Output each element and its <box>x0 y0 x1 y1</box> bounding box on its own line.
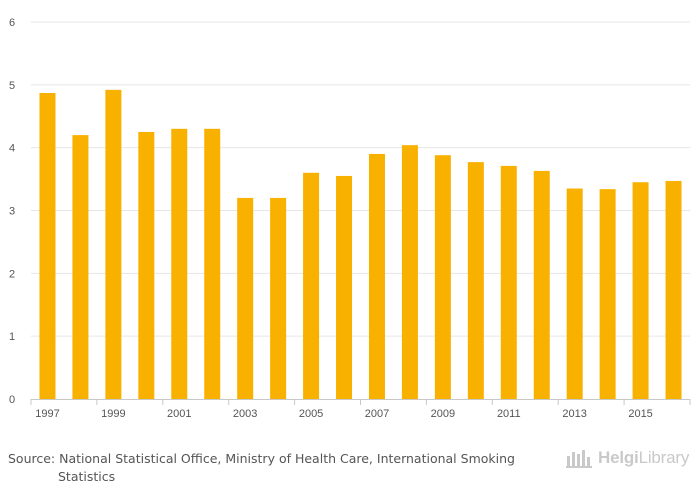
x-tick-label: 1999 <box>101 408 125 420</box>
bars <box>39 89 682 400</box>
x-tick-label: 2011 <box>497 408 521 420</box>
y-tick-label: 2 <box>9 268 15 280</box>
bar-2010 <box>467 162 484 399</box>
bar-2003 <box>237 197 254 399</box>
bar-1999 <box>105 89 122 400</box>
source-line1: National Statistical Office, Ministry of… <box>59 451 515 466</box>
x-tick-label: 2003 <box>233 408 257 420</box>
bar-2001 <box>171 128 188 400</box>
x-axis: 1997 1999 2001 2003 2005 2007 2009 2011 2013 2015 <box>30 399 691 420</box>
bar-2000 <box>138 131 155 400</box>
y-tick-label: 3 <box>9 206 15 218</box>
source-prefix: Source: <box>8 451 56 466</box>
y-tick-label: 4 <box>9 143 15 155</box>
x-tick-label: 2013 <box>562 408 586 420</box>
y-tick-label: 0 <box>9 394 15 406</box>
x-tick-label: 1997 <box>35 408 59 420</box>
bar-2006 <box>336 175 353 399</box>
bar-2013 <box>566 188 583 399</box>
bar-2016 <box>665 180 682 399</box>
x-tick-label: 2007 <box>365 408 389 420</box>
bar-2014 <box>599 189 616 399</box>
bar-2004 <box>270 197 287 399</box>
bar-2009 <box>434 155 451 399</box>
helgi-library-icon <box>566 450 592 468</box>
helgi-library-logo: Helgi Library <box>566 448 689 468</box>
bar-chart: 0 1 2 3 4 5 6 1997 1999 2001 2003 2005 2007 2009 2011… <box>9 17 691 420</box>
bar-2015 <box>632 182 649 399</box>
source-line2: Statistics <box>58 469 116 484</box>
bar-2002 <box>204 128 221 400</box>
logo-text-light: Library <box>638 448 690 467</box>
bar-2008 <box>401 145 418 399</box>
bar-2011 <box>500 165 517 399</box>
x-tick-label: 2005 <box>299 408 323 420</box>
bar-2012 <box>533 170 550 399</box>
y-tick-label: 6 <box>9 17 15 29</box>
bar-2005 <box>303 172 320 399</box>
y-tick-label: 5 <box>9 80 15 92</box>
x-tick-label: 2009 <box>431 408 455 420</box>
gridlines <box>31 21 690 337</box>
source-note: Source: National Statistical Office, Min… <box>8 450 548 486</box>
logo-text-bold: Helgi <box>598 448 639 467</box>
x-tick-label: 2001 <box>167 408 191 420</box>
y-axis-labels: 0 1 2 3 4 5 6 <box>9 17 15 406</box>
bar-1997 <box>39 93 56 400</box>
y-tick-label: 1 <box>9 331 15 343</box>
x-tick-label: 2015 <box>628 408 652 420</box>
bar-2007 <box>368 153 385 399</box>
bar-1998 <box>72 135 89 399</box>
